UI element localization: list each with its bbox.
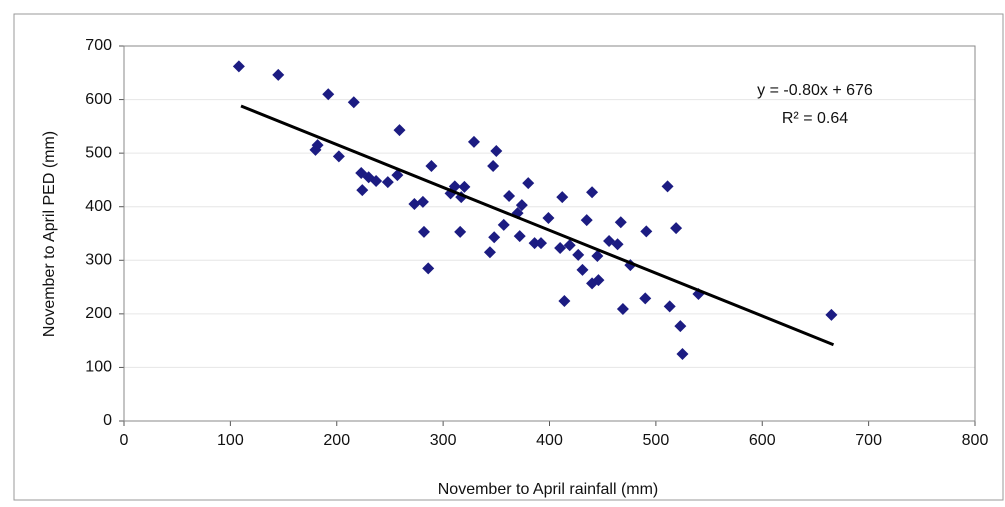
data-point: [528, 237, 541, 250]
data-point: [347, 96, 360, 109]
x-tick-label: 300: [430, 432, 457, 449]
data-point: [422, 262, 435, 275]
data-point: [370, 175, 383, 187]
data-point: [558, 295, 571, 307]
x-tick-label: 800: [962, 432, 989, 449]
data-point: [356, 184, 369, 197]
data-point: [322, 88, 335, 101]
data-point: [586, 186, 599, 199]
y-tick-label: 700: [85, 37, 112, 54]
data-point: [391, 169, 404, 182]
trend-equation: y = -0.80x + 676: [757, 82, 873, 99]
data-point: [563, 239, 576, 252]
data-point: [483, 246, 496, 259]
data-point: [534, 237, 547, 250]
r-squared: R² = 0.64: [782, 110, 848, 127]
y-tick-label: 400: [85, 198, 112, 215]
data-point: [639, 292, 652, 305]
x-tick-label: 500: [643, 432, 670, 449]
trendline: [240, 104, 835, 347]
data-point: [513, 230, 526, 243]
data-point: [576, 263, 589, 276]
data-point: [640, 225, 653, 238]
data-point: [616, 303, 629, 316]
y-tick-label: 300: [85, 252, 112, 269]
data-point: [311, 139, 324, 152]
data-point: [591, 250, 604, 262]
data-point: [416, 195, 429, 208]
data-point: [554, 241, 567, 254]
data-point: [580, 214, 593, 227]
data-point: [592, 274, 605, 287]
data-point: [522, 177, 535, 190]
data-point: [332, 150, 345, 163]
data-point: [674, 320, 687, 333]
y-tick-label: 600: [85, 91, 112, 108]
x-tick-label: 200: [323, 432, 350, 449]
data-point: [515, 199, 528, 212]
data-point: [393, 124, 406, 137]
data-point: [487, 160, 500, 172]
data-point: [454, 225, 467, 238]
data-point: [381, 176, 394, 189]
data-point: [663, 300, 676, 313]
chart-border: [13, 13, 1004, 501]
x-tick-label: 0: [120, 432, 129, 449]
y-tick-label: 200: [85, 305, 112, 322]
data-point: [542, 211, 555, 224]
data-point: [503, 190, 516, 202]
y-tick-label: 0: [103, 412, 112, 429]
data-point: [676, 348, 689, 361]
data-point: [497, 218, 510, 231]
data-point: [614, 216, 627, 229]
y-tick-label: 500: [85, 144, 112, 161]
x-tick-label: 700: [855, 432, 882, 449]
data-point: [556, 191, 569, 204]
data-point: [611, 238, 624, 251]
data-point: [232, 60, 245, 73]
data-point: [408, 198, 421, 211]
data-point: [467, 135, 480, 148]
y-axis-title: November to April PED (mm): [41, 131, 58, 337]
data-point: [572, 248, 585, 261]
data-point: [425, 160, 438, 172]
data-point: [490, 145, 503, 157]
data-point: [661, 180, 674, 193]
x-tick-label: 600: [749, 432, 776, 449]
data-point: [272, 68, 285, 81]
x-tick-label: 100: [217, 432, 244, 449]
plot-area: [123, 45, 976, 422]
data-point: [825, 308, 838, 321]
data-point: [458, 180, 471, 193]
data-point: [488, 231, 501, 244]
x-axis-title: November to April rainfall (mm): [438, 481, 659, 498]
data-point: [670, 222, 683, 235]
y-tick-label: 100: [85, 359, 112, 376]
data-point: [417, 225, 430, 238]
x-tick-label: 400: [536, 432, 563, 449]
